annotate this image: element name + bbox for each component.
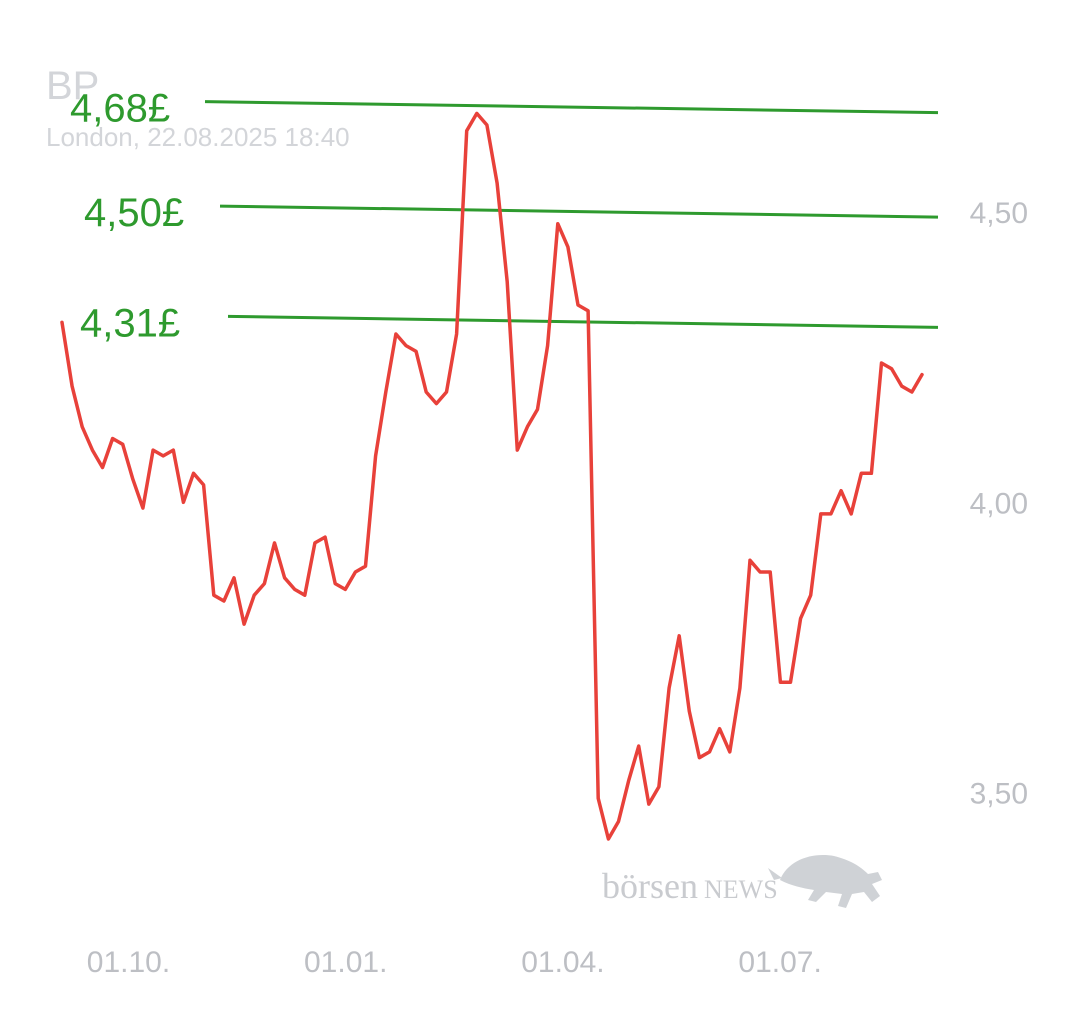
chart-subtitle: London, 22.08.2025 18:40 <box>46 122 350 152</box>
level-label-1: 4,50£ <box>84 191 184 235</box>
price-line <box>60 111 924 841</box>
y-axis: 3,50 4,00 4,50 <box>970 197 1028 810</box>
level-line-0 <box>204 100 939 115</box>
watermark-logo: börsen NEWS <box>602 855 882 908</box>
y-tick-label: 4,00 <box>970 487 1028 520</box>
watermark-text-right: NEWS <box>704 875 778 904</box>
level-line-1 <box>219 204 939 219</box>
x-tick-label: 01.07. <box>738 946 821 979</box>
level-line-2 <box>227 314 939 329</box>
watermark-text-left: börsen <box>602 866 698 906</box>
x-tick-label: 01.04. <box>521 946 604 979</box>
y-tick-label: 4,50 <box>970 197 1028 230</box>
x-tick-label: 01.10. <box>87 946 170 979</box>
price-series <box>60 111 924 841</box>
y-tick-label: 3,50 <box>970 778 1028 811</box>
price-levels: 4,68£ 4,50£ 4,31£ <box>70 87 939 345</box>
level-label-0: 4,68£ <box>70 87 170 131</box>
x-tick-label: 01.01. <box>304 946 387 979</box>
chart-title: BP <box>46 64 100 108</box>
x-axis: 01.10. 01.01. 01.04. 01.07. <box>87 946 822 979</box>
level-label-2: 4,31£ <box>80 301 180 345</box>
bull-icon <box>768 855 882 908</box>
